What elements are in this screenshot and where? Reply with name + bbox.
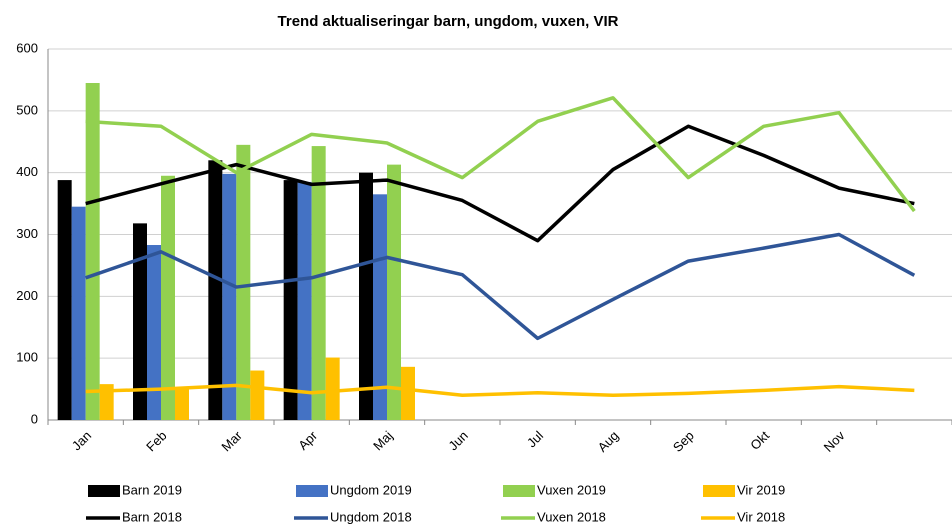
bar <box>359 172 373 420</box>
x-tick-label: Jan <box>69 428 94 453</box>
bar <box>401 366 415 420</box>
x-tick-label: Sep <box>670 428 697 455</box>
y-tick-label: 300 <box>16 226 38 241</box>
bar <box>325 357 340 420</box>
bar <box>71 206 86 420</box>
bar <box>387 164 401 420</box>
bar <box>208 160 223 421</box>
legend-swatch <box>296 485 328 497</box>
legend-label: Vir 2018 <box>737 509 785 524</box>
legend-label: Barn 2018 <box>122 509 182 524</box>
x-tick-label: Maj <box>370 428 395 453</box>
x-tick-label: Nov <box>821 428 848 455</box>
y-tick-label: 100 <box>16 350 38 365</box>
legend-label: Vir 2019 <box>737 482 785 497</box>
bar <box>133 223 147 420</box>
x-tick-label: Apr <box>295 427 320 452</box>
legend-label: Vuxen 2019 <box>537 482 606 497</box>
y-tick-label: 500 <box>16 102 38 117</box>
bar <box>161 175 175 420</box>
x-tick-label: Feb <box>143 428 169 454</box>
x-tick-label: Mar <box>218 427 245 454</box>
chart-title: Trend aktualiseringar barn, ungdom, vuxe… <box>278 13 619 30</box>
bar <box>85 83 100 420</box>
line <box>85 96 916 213</box>
line <box>85 124 915 243</box>
bar <box>311 146 326 420</box>
bar <box>222 173 237 420</box>
legend-swatch <box>703 485 735 497</box>
x-tick-label: Aug <box>595 428 622 455</box>
legend-swatch <box>503 485 535 497</box>
bar <box>373 194 387 420</box>
legend-swatch <box>88 485 120 497</box>
bar <box>147 245 161 420</box>
legend-label: Ungdom 2018 <box>330 509 412 524</box>
y-tick-label: 0 <box>31 411 38 426</box>
legend-label: Vuxen 2018 <box>537 509 606 524</box>
bar <box>57 180 72 420</box>
line <box>85 232 916 341</box>
x-tick-label: Okt <box>747 428 772 453</box>
y-tick-label: 400 <box>16 164 38 179</box>
bar <box>99 384 114 420</box>
bar <box>283 180 298 420</box>
line <box>85 383 915 398</box>
bar <box>236 144 251 420</box>
legend-label: Barn 2019 <box>122 482 182 497</box>
legend-label: Ungdom 2019 <box>330 482 412 497</box>
y-tick-label: 600 <box>16 40 38 55</box>
bar <box>297 181 312 420</box>
x-tick-label: Jun <box>445 428 470 453</box>
bar <box>175 387 189 420</box>
bar <box>250 370 265 420</box>
y-tick-label: 200 <box>16 288 38 303</box>
x-tick-label: Jul <box>524 428 546 450</box>
